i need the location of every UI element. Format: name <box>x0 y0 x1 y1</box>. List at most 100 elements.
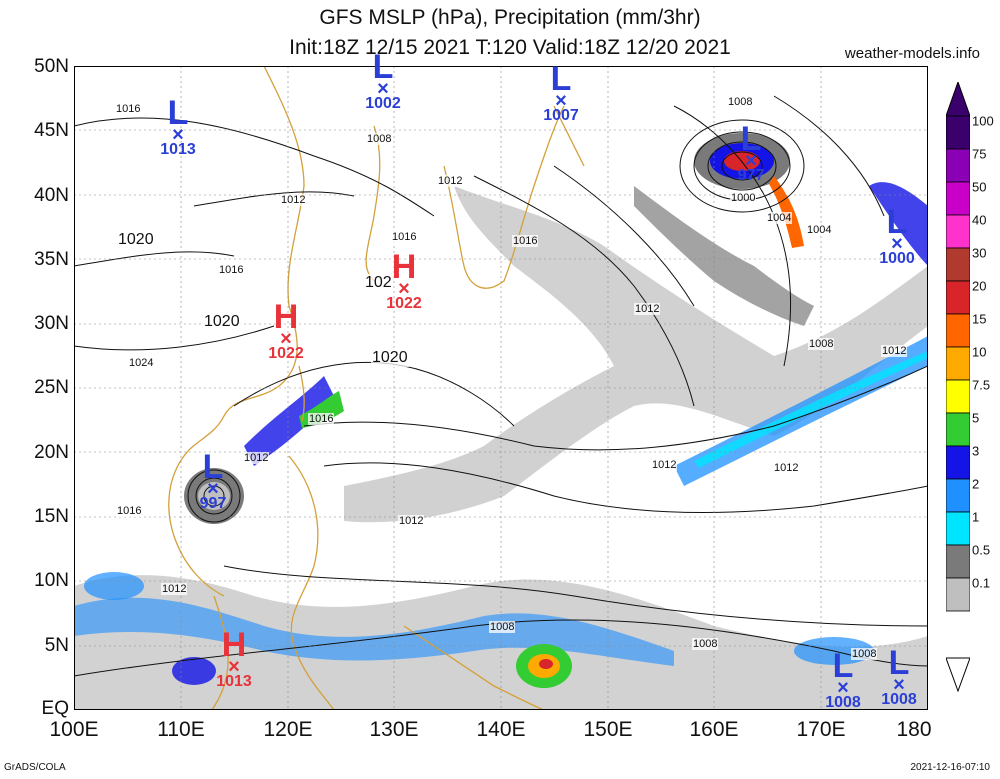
low-pressure-marker: L × 997 <box>199 450 227 512</box>
colorbar-label: 100 <box>972 113 994 129</box>
isobar-label: 1008 <box>727 96 754 108</box>
lon-label: 180 <box>896 718 932 741</box>
low-letter: L <box>832 647 854 685</box>
isobar-label: 1016 <box>115 103 142 115</box>
colorbar-cell <box>946 379 970 414</box>
center-x-icon: × <box>172 124 184 146</box>
credit-left: GrADS/COLA <box>4 762 66 773</box>
map-title: GFS MSLP (hPa), Precipitation (mm/3hr) <box>319 6 701 29</box>
colorbar-cell <box>946 511 970 546</box>
isobar-label: 1008 <box>851 648 878 660</box>
colorbar-label: 20 <box>972 278 987 294</box>
site-label: weather-models.info <box>844 45 980 62</box>
pressure-value: 1008 <box>825 694 861 711</box>
center-x-icon: × <box>398 278 410 300</box>
lon-label: 100E <box>49 718 99 741</box>
high-pressure-marker: H × 1022 <box>386 248 422 312</box>
isobar-label: 1008 <box>489 621 516 633</box>
lat-label: 5N <box>44 635 69 656</box>
colorbar-cell <box>946 445 970 480</box>
center-x-icon: × <box>745 150 757 172</box>
pressure-value: 1022 <box>268 345 304 362</box>
isobar-label: 1020 <box>203 313 241 331</box>
colorbar-cell <box>946 313 970 348</box>
low-letter: L <box>550 60 572 98</box>
pressure-value: 1013 <box>160 141 196 158</box>
low-letter: L <box>888 644 910 682</box>
colorbar-cell <box>946 280 970 315</box>
pressure-value: 997 <box>199 495 227 512</box>
colorbar-cell <box>946 577 970 612</box>
isobar-label: 1012 <box>651 459 678 471</box>
pressure-value: 977 <box>737 167 765 184</box>
center-x-icon: × <box>893 674 905 696</box>
center-x-icon: × <box>280 328 292 350</box>
isobar-label: 1012 <box>161 583 188 595</box>
isobar-label: 1008 <box>808 338 835 350</box>
graticule <box>74 66 928 710</box>
colorbar-label: 15 <box>972 311 987 327</box>
lat-label: 25N <box>34 377 69 398</box>
isobar-label: 1012 <box>881 345 908 357</box>
lat-label: 20N <box>34 442 69 463</box>
low-letter: L <box>886 203 908 241</box>
credit-right: 2021-12-16-07:10 <box>910 762 990 773</box>
lat-label: EQ <box>41 698 69 719</box>
pressure-value: 1013 <box>216 673 252 690</box>
colorbar-label: 10 <box>972 344 987 360</box>
colorbar-label: 50 <box>972 179 987 195</box>
map-frame <box>74 66 928 710</box>
colorbar-cell <box>946 214 970 249</box>
lat-label: 40N <box>34 185 69 206</box>
low-pressure-marker: L × 1002 <box>365 50 401 112</box>
isobar-label: 1012 <box>398 515 425 527</box>
colorbar-cell <box>946 346 970 381</box>
lon-label: 140E <box>476 718 526 741</box>
lat-label: 30N <box>34 313 69 334</box>
colorbar-bottom-triangle <box>946 657 970 692</box>
colorbar-label: 75 <box>972 146 987 162</box>
low-pressure-marker: L × 977 <box>737 120 765 184</box>
colorbar-label: 3 <box>972 443 980 459</box>
lon-label: 130E <box>369 718 419 741</box>
high-letter: H <box>273 298 299 336</box>
coastlines <box>168 66 585 710</box>
isobar-label: 1008 <box>366 133 393 145</box>
isobar-label: 1016 <box>391 231 418 243</box>
precipitation-colorbar <box>946 82 970 692</box>
map-panel <box>74 66 928 710</box>
colorbar-top-triangle <box>946 82 970 117</box>
isobar-label: 1004 <box>766 212 793 224</box>
center-x-icon: × <box>555 90 567 112</box>
lat-label: 45N <box>34 120 69 141</box>
lon-label: 150E <box>583 718 633 741</box>
colorbar-label: 0.1 <box>972 575 991 591</box>
center-x-icon: × <box>228 656 240 678</box>
precipitation-shading <box>74 133 928 710</box>
pressure-value: 1007 <box>543 107 579 124</box>
pressure-value: 1002 <box>365 95 401 112</box>
colorbar-cell <box>946 247 970 282</box>
colorbar-cell <box>946 412 970 447</box>
colorbar-label: 40 <box>972 212 987 228</box>
isobar-label: 1024 <box>128 357 155 369</box>
lon-label: 120E <box>263 718 313 741</box>
lon-label: 160E <box>689 718 739 741</box>
colorbar-cells <box>946 115 970 612</box>
low-letter: L <box>740 120 762 158</box>
colorbar-cell <box>946 181 970 216</box>
low-pressure-marker: L × 1008 <box>881 644 917 708</box>
colorbar-label: 5 <box>972 410 980 426</box>
high-letter: H <box>391 248 417 286</box>
colorbar-cell <box>946 148 970 183</box>
high-letter: H <box>221 626 247 664</box>
low-pressure-marker: L × 1007 <box>543 60 579 124</box>
isobar-label: 1012 <box>634 303 661 315</box>
high-pressure-marker: H × 1022 <box>268 298 304 362</box>
low-pressure-marker: L × 1013 <box>160 96 196 158</box>
isobar-label: 1008 <box>692 638 719 650</box>
isobar-label: 1020 <box>117 231 155 249</box>
low-pressure-marker: L × 1008 <box>825 647 861 711</box>
isobar-label: 1016 <box>218 264 245 276</box>
colorbar-cell <box>946 478 970 513</box>
